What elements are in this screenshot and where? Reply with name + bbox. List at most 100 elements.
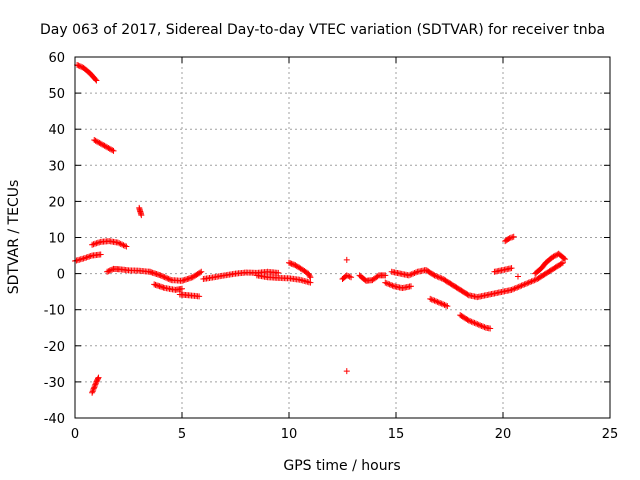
data-point (102, 143, 109, 150)
y-tick-label: 50 (48, 87, 65, 102)
data-point (442, 302, 449, 309)
data-point (527, 279, 534, 286)
data-point (487, 325, 494, 332)
y-tick-label: -30 (44, 376, 65, 391)
data-point (430, 297, 437, 304)
grid-layer (75, 57, 610, 418)
data-point (119, 241, 126, 248)
data-point (431, 297, 438, 304)
data-point (95, 139, 102, 146)
data-point (558, 260, 565, 267)
data-point (432, 273, 439, 280)
data-point (389, 282, 396, 289)
data-point (382, 279, 389, 286)
data-point (559, 259, 566, 266)
data-point (91, 382, 98, 389)
data-point (158, 272, 165, 279)
data-point (477, 322, 484, 329)
data-point (98, 141, 105, 148)
x-tick-label: 10 (281, 427, 298, 442)
data-point (478, 322, 485, 329)
data-point (531, 277, 538, 284)
data-point (90, 385, 97, 392)
data-point (382, 272, 389, 279)
data-point (374, 273, 381, 280)
data-point (410, 270, 417, 277)
data-point (428, 296, 435, 303)
data-point (521, 281, 528, 288)
data-point (532, 276, 539, 283)
data-point (166, 276, 173, 283)
data-point (412, 269, 419, 276)
data-point (430, 271, 437, 278)
y-tick-label: 0 (57, 268, 65, 283)
data-point (100, 142, 107, 149)
data-point (307, 274, 314, 281)
data-point (388, 282, 395, 289)
data-point (109, 147, 116, 154)
data-point (434, 273, 441, 280)
data-point (472, 320, 479, 327)
data-point (286, 259, 292, 266)
data-point (438, 275, 445, 282)
data-point (480, 323, 487, 330)
data-point (77, 63, 84, 70)
data-point (95, 374, 102, 381)
data-point (343, 368, 350, 375)
y-tick-label: 10 (48, 232, 65, 247)
y-tick-label: 60 (48, 51, 65, 66)
data-point (117, 240, 124, 247)
y-tick-label: 40 (48, 123, 65, 138)
data-point (515, 283, 522, 290)
data-point (160, 273, 167, 280)
data-point (165, 275, 172, 282)
data-point (92, 381, 99, 388)
data-point (470, 319, 477, 326)
data-point (437, 274, 444, 281)
data-point (508, 286, 515, 293)
data-point (514, 273, 521, 280)
data-point (157, 272, 164, 279)
data-point (528, 278, 535, 285)
data-point (96, 139, 103, 146)
data-point (101, 142, 108, 149)
data-point (275, 269, 282, 276)
data-point (106, 267, 113, 274)
data-point (104, 268, 111, 275)
data-point (512, 285, 519, 292)
data-point (89, 388, 96, 395)
x-tick-label: 15 (388, 427, 405, 442)
data-point (287, 260, 294, 267)
data-point (435, 274, 442, 281)
data-point (164, 275, 171, 282)
data-point (105, 268, 112, 275)
data-point (106, 145, 113, 152)
data-point (508, 265, 515, 272)
data-point (441, 301, 448, 308)
y-axis-label: SDTVAR / TECUs (6, 180, 22, 295)
data-point (90, 387, 97, 394)
data-point (138, 212, 145, 219)
y-tick-label: -20 (44, 340, 65, 355)
x-tick-label: 0 (71, 427, 79, 442)
data-point (91, 384, 98, 391)
data-point (343, 256, 350, 263)
data-point (348, 274, 355, 281)
data-point (105, 144, 112, 151)
data-point (437, 300, 444, 307)
data-point (511, 285, 518, 292)
data-point (114, 239, 121, 246)
y-tick-label: 20 (48, 195, 65, 210)
x-tick-label: 20 (495, 427, 512, 442)
data-point (110, 147, 117, 154)
data-point (474, 321, 481, 328)
y-tick-label: -40 (44, 412, 65, 427)
data-point (107, 267, 114, 274)
data-point (197, 269, 204, 276)
data-point (346, 273, 353, 280)
data-point (107, 146, 114, 153)
data-point (519, 282, 526, 289)
data-point (386, 281, 393, 288)
data-point (509, 286, 516, 293)
data-point (431, 272, 438, 279)
